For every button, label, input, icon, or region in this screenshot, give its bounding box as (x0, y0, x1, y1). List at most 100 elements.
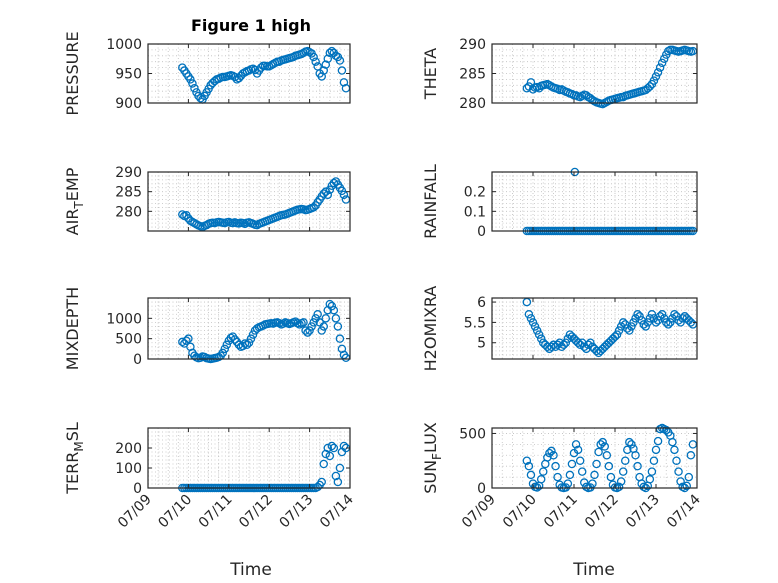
data-point (333, 322, 343, 331)
y-tick-label: 0 (133, 352, 142, 368)
y-tick-label: 0.1 (464, 204, 486, 220)
data-point (580, 478, 589, 487)
data-point (547, 446, 556, 456)
panel-left-1: 900 950 1000 PRESSURE (63, 31, 351, 116)
axes-box (147, 171, 351, 232)
plot-area (148, 172, 350, 231)
data-point (633, 310, 642, 319)
y-axis-label: MIXDEPTH (63, 287, 82, 370)
series-points (522, 45, 698, 109)
data-point (659, 54, 669, 64)
data-point (553, 472, 562, 482)
data-point (311, 57, 320, 66)
data-point (530, 322, 540, 331)
data-point (309, 318, 318, 327)
data-point (686, 451, 696, 460)
data-point (196, 353, 205, 363)
data-point (649, 456, 659, 465)
data-point (301, 326, 310, 335)
axes-box (491, 427, 698, 489)
data-point (641, 322, 651, 331)
data-point (323, 443, 333, 453)
data-point (575, 456, 585, 465)
data-point (580, 342, 589, 352)
data-point (616, 477, 626, 486)
x-tick-label: 07/13 (623, 492, 663, 532)
data-point (614, 326, 624, 335)
y-tick-label: 285 (459, 67, 486, 83)
data-point (631, 451, 640, 460)
y-tick-label: 285 (115, 185, 142, 201)
y-tick-label: 200 (115, 441, 142, 457)
data-point (325, 299, 335, 309)
series-points (178, 299, 351, 364)
data-point (612, 330, 622, 339)
y-axis-label: RAINFALL (421, 164, 440, 239)
y-axis-label: THETA (421, 48, 440, 100)
data-point (598, 437, 607, 447)
data-point (339, 190, 349, 200)
y-axis-label-main: SUN (421, 460, 440, 494)
data-point (575, 340, 585, 350)
panel-right-3: 5 5.5 6 H2OMIXRA (421, 286, 698, 372)
y-axis-label: TERRMSL (63, 422, 86, 495)
y-tick-label: 290 (115, 165, 142, 181)
data-point (295, 320, 304, 329)
data-point (684, 472, 694, 482)
data-point (592, 459, 601, 469)
data-point (327, 301, 337, 311)
data-point (317, 326, 326, 335)
data-point (594, 447, 603, 457)
data-point (549, 451, 558, 460)
data-point (524, 461, 534, 471)
axes-box (491, 297, 698, 360)
y-tick-label: 1000 (106, 311, 142, 327)
x-tick-label: 07/13 (277, 492, 317, 532)
data-point (526, 470, 536, 480)
y-axis-label: H2OMIXRA (421, 286, 440, 372)
data-point (532, 326, 542, 335)
x-tick-label: 07/10 (155, 492, 195, 532)
data-point (627, 322, 636, 331)
data-point (635, 312, 644, 321)
data-point (218, 348, 227, 358)
data-point (668, 437, 677, 447)
data-point (577, 467, 587, 476)
data-point (234, 340, 244, 350)
data-point (647, 310, 657, 319)
y-tick-label: 5 (477, 336, 486, 352)
data-point (551, 461, 560, 471)
data-point (645, 82, 655, 91)
data-point (657, 58, 667, 68)
plot-area (492, 298, 697, 359)
y-axis-label-rest: SL (63, 422, 82, 441)
data-point (335, 334, 345, 343)
data-point (651, 318, 661, 327)
data-point (563, 479, 573, 488)
data-point (329, 178, 339, 188)
data-point (323, 190, 333, 200)
y-tick-label: 280 (115, 204, 142, 220)
data-point (309, 203, 318, 212)
data-point (186, 75, 195, 84)
data-point (559, 340, 569, 350)
data-point (313, 310, 322, 319)
data-point (337, 66, 347, 75)
x-tick-label: 07/09 (115, 492, 155, 532)
data-point (664, 320, 673, 329)
x-tick-label: 07/14 (664, 491, 704, 531)
data-point (248, 330, 258, 339)
data-point (528, 318, 538, 327)
axes-box (491, 171, 698, 232)
data-point (639, 320, 648, 329)
data-point (321, 60, 331, 69)
data-point (662, 425, 671, 435)
x-tick-label: 07/11 (541, 492, 581, 532)
data-point (633, 461, 642, 471)
data-point (327, 441, 337, 451)
y-axis-label-sub: F (430, 453, 444, 460)
data-point (184, 334, 193, 343)
data-point (317, 477, 326, 487)
data-point (230, 335, 240, 344)
